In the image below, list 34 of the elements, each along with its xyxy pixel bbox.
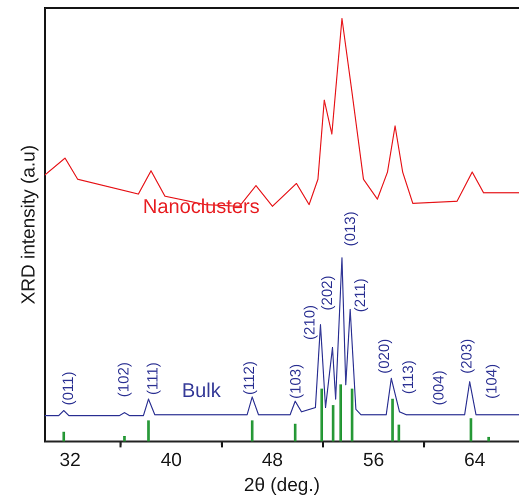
annotation: (104) xyxy=(484,364,501,399)
x-tick-label: 64 xyxy=(464,450,486,472)
bar xyxy=(398,424,400,442)
annotation: (113) xyxy=(400,360,418,394)
annotation: (203) xyxy=(458,338,476,374)
annotation: (013) xyxy=(342,211,359,246)
y-axis-title: XRD intensity (a.u) xyxy=(18,144,40,304)
annotation: (103) xyxy=(288,364,305,399)
bar xyxy=(123,436,126,442)
bar xyxy=(470,418,472,442)
bar xyxy=(294,424,297,442)
x-tick-label: 48 xyxy=(262,450,283,472)
bar xyxy=(391,398,394,442)
bar xyxy=(320,388,324,442)
annotation: (202) xyxy=(319,275,336,311)
annotation: (111) xyxy=(144,362,162,396)
annotation: (004) xyxy=(430,370,448,406)
x-tick-label: 32 xyxy=(60,450,81,472)
annotation: (102) xyxy=(116,362,133,398)
annotation: (210) xyxy=(301,304,318,340)
x-axis-title: 2θ (deg.) xyxy=(244,474,320,496)
series-label: Bulk xyxy=(182,380,222,402)
annotation: (011) xyxy=(60,372,77,406)
bar xyxy=(250,420,254,442)
bar xyxy=(339,384,342,442)
annotation: (211) xyxy=(352,278,370,312)
annotation: (112) xyxy=(240,361,258,396)
series-label: Nanoclusters xyxy=(142,196,260,218)
x-tick-label: 56 xyxy=(363,450,384,472)
bar xyxy=(332,405,334,442)
bar xyxy=(147,420,150,442)
x-tick-label: 40 xyxy=(160,450,182,472)
annotation: (020) xyxy=(376,338,393,374)
bar xyxy=(350,388,354,442)
